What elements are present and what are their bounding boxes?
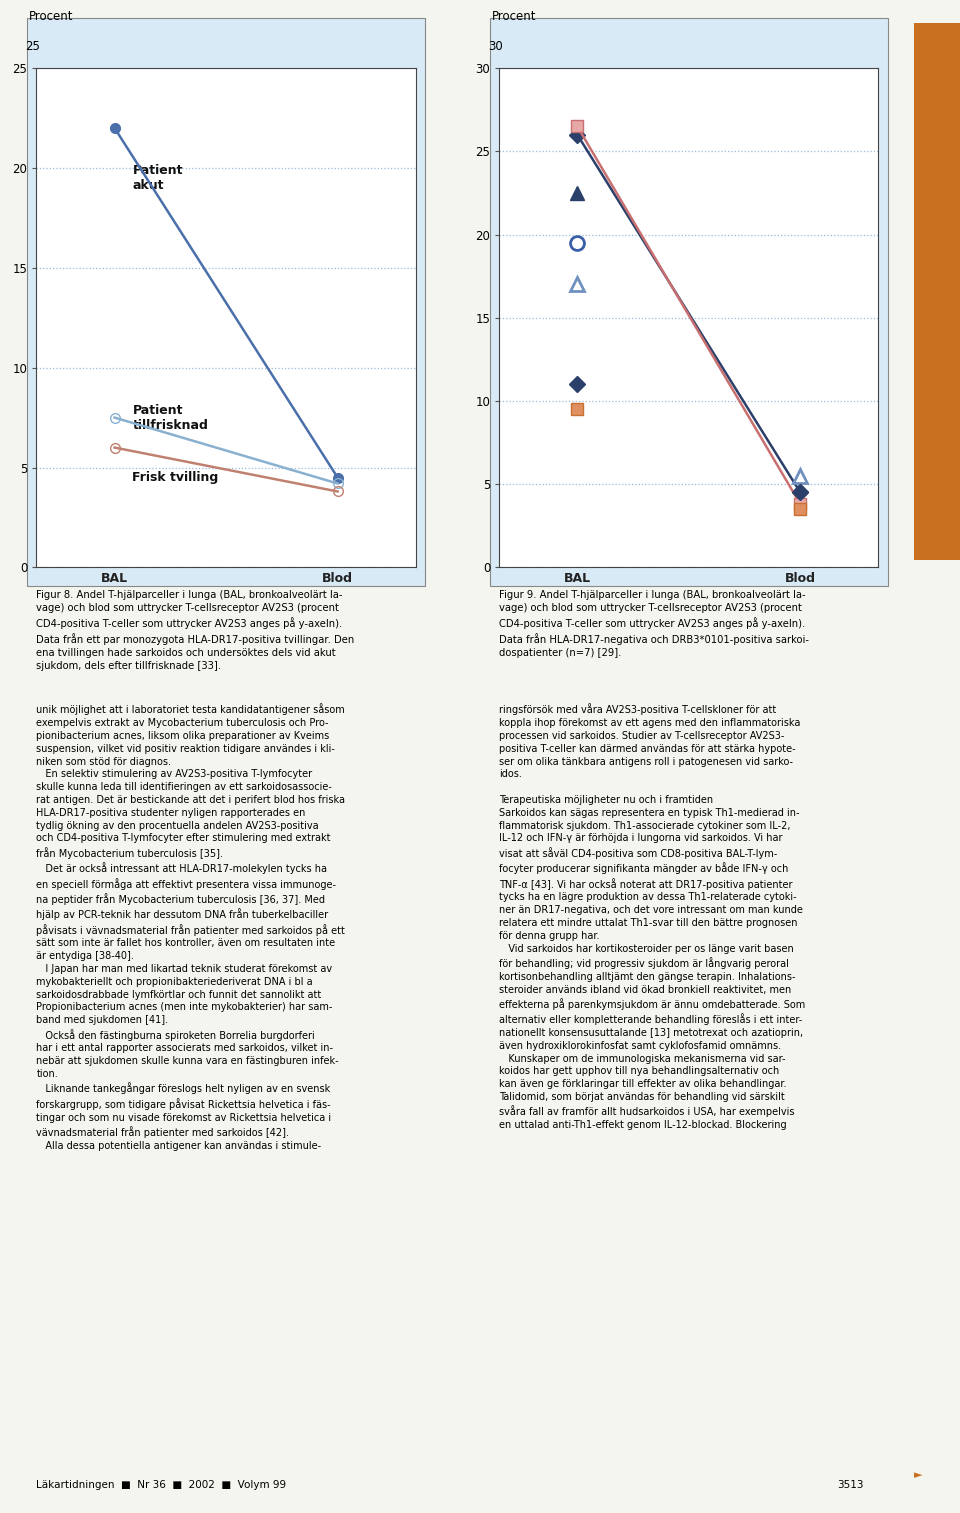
Text: 25: 25 (25, 39, 39, 53)
Text: Procent: Procent (29, 9, 73, 23)
Text: Patient
tillfrisknad: Patient tillfrisknad (132, 404, 208, 431)
Text: 3513: 3513 (837, 1480, 864, 1490)
Text: Patient
akut: Patient akut (132, 163, 183, 192)
Text: Procent: Procent (492, 9, 536, 23)
Text: Figur 8. Andel T-hjälparceller i lunga (BAL, bronkoalveolärt la-
vage) och blod : Figur 8. Andel T-hjälparceller i lunga (… (36, 590, 355, 672)
Text: unik möjlighet att i laboratoriet testa kandidatantigener såsom
exempelvis extra: unik möjlighet att i laboratoriet testa … (36, 704, 346, 1151)
Text: ►: ► (914, 1469, 923, 1480)
Text: ringsförsök med våra AV2S3-positiva T-cellskloner för att
koppla ihop förekomst : ringsförsök med våra AV2S3-positiva T-ce… (499, 704, 805, 1130)
Text: Frisk tvilling: Frisk tvilling (132, 471, 219, 484)
Text: Figur 9. Andel T-hjälparceller i lunga (BAL, bronkoalveolärt la-
vage) och blod : Figur 9. Andel T-hjälparceller i lunga (… (499, 590, 809, 658)
Text: Läkartidningen  ■  Nr 36  ■  2002  ■  Volym 99: Läkartidningen ■ Nr 36 ■ 2002 ■ Volym 99 (36, 1480, 287, 1490)
Text: 30: 30 (488, 39, 502, 53)
